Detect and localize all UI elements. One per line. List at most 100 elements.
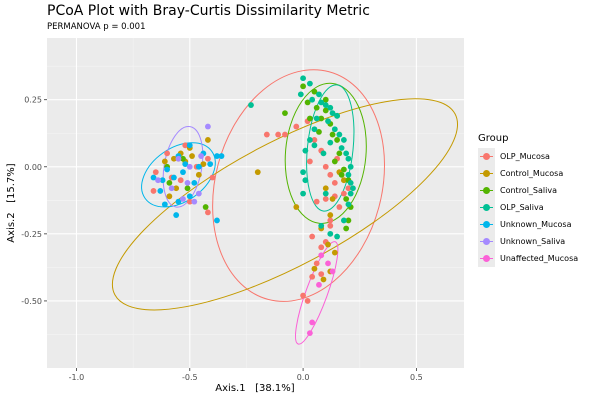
point-olp-mucosa: [263, 131, 270, 138]
point-control-mucosa: [327, 212, 334, 218]
point-olp-mucosa: [336, 204, 343, 210]
legend: Group OLP_Mucosa Control_Mucosa Control_Sa…: [478, 133, 578, 267]
point-olp-saliva: [316, 91, 322, 98]
point-olp-saliva: [318, 222, 325, 229]
point-control-saliva: [180, 155, 186, 162]
point-control-saliva: [331, 158, 338, 165]
point-olp-saliva: [306, 80, 313, 87]
point-olp-saliva: [322, 102, 329, 108]
point-olp-saliva: [329, 110, 336, 117]
point-control-mucosa: [340, 177, 347, 184]
point-control-mucosa: [293, 204, 300, 210]
point-olp-saliva: [343, 150, 350, 157]
point-unknown-mucosa: [207, 161, 214, 167]
point-control-mucosa: [166, 193, 173, 200]
point-olp-saliva: [345, 155, 352, 162]
point-olp-saliva: [347, 190, 354, 197]
point-unknown-mucosa: [157, 188, 164, 194]
point-olp-saliva: [300, 75, 306, 82]
data-points: [150, 75, 356, 337]
point-control-mucosa: [320, 276, 327, 283]
point-olp-mucosa: [182, 142, 189, 149]
point-control-saliva: [343, 196, 350, 202]
legend-key-icon: [478, 182, 495, 199]
legend-key-icon: [478, 233, 495, 250]
point-olp-saliva: [311, 126, 318, 133]
point-olp-saliva: [334, 233, 340, 240]
point-olp-saliva: [302, 177, 309, 184]
point-unknown-saliva: [155, 177, 161, 184]
point-olp-mucosa: [205, 155, 211, 162]
point-olp-mucosa: [309, 233, 316, 240]
point-control-mucosa: [311, 265, 318, 272]
y-axis-title: Axis.2 [15.7%]: [6, 163, 17, 242]
point-olp-saliva: [334, 112, 340, 119]
point-unknown-saliva: [198, 153, 205, 159]
point-control-saliva: [306, 115, 313, 122]
point-olp-mucosa: [177, 177, 184, 184]
point-olp-saliva: [313, 115, 320, 122]
point-control-mucosa: [254, 169, 261, 176]
point-control-mucosa: [189, 153, 195, 159]
legend-label: Unaffected_Mucosa: [500, 254, 579, 263]
point-control-mucosa: [195, 171, 202, 178]
point-control-saliva: [322, 107, 329, 114]
point-olp-saliva: [331, 126, 338, 133]
x-tick-label: 0.0: [297, 373, 310, 382]
point-olp-mucosa: [322, 163, 329, 170]
point-unknown-mucosa: [214, 217, 220, 224]
legend-item-control-mucosa: Control_Mucosa: [478, 165, 578, 182]
point-olp-saliva: [327, 230, 334, 237]
legend-item-olp-saliva: OLP_Saliva: [478, 199, 578, 216]
point-olp-saliva: [350, 185, 356, 192]
point-unknown-mucosa: [150, 174, 157, 181]
point-unknown-saliva: [195, 190, 202, 197]
point-unknown-mucosa: [164, 166, 171, 173]
point-control-saliva: [166, 179, 173, 186]
legend-item-control-saliva: Control_Saliva: [478, 182, 578, 199]
point-unknown-mucosa: [175, 198, 182, 205]
point-olp-saliva: [309, 96, 316, 103]
y-tick-label: 0.25: [24, 96, 42, 105]
ellipse-olp-saliva: [306, 84, 355, 212]
point-olp-mucosa: [275, 131, 282, 138]
point-control-saliva: [311, 88, 318, 95]
point-control-saliva: [282, 110, 288, 117]
point-unknown-mucosa: [186, 193, 193, 200]
confidence-ellipses: [111, 69, 458, 345]
y-tick-label: -0.50: [21, 297, 42, 306]
point-control-mucosa: [325, 241, 331, 248]
chart-title: PCoA Plot with Bray-Curtis Dissimilarity…: [47, 3, 370, 19]
ellipse-control-saliva: [284, 82, 367, 224]
grid-minor: [47, 38, 464, 368]
point-olp-mucosa: [300, 292, 306, 299]
point-olp-mucosa: [164, 150, 171, 157]
point-olp-mucosa: [150, 188, 157, 194]
point-olp-mucosa: [186, 198, 193, 205]
point-olp-saliva: [347, 163, 354, 170]
point-olp-mucosa: [318, 244, 325, 251]
point-control-saliva: [340, 166, 347, 173]
point-unaffected-mucosa: [306, 330, 313, 337]
point-olp-mucosa: [311, 137, 318, 143]
point-unknown-saliva: [175, 155, 182, 162]
point-olp-mucosa: [313, 260, 320, 267]
point-olp-mucosa: [327, 217, 334, 224]
legend-key-icon: [478, 165, 495, 182]
point-control-saliva: [202, 204, 209, 210]
ellipse-olp-mucosa: [212, 69, 385, 302]
point-unaffected-mucosa: [316, 281, 322, 288]
point-unknown-saliva: [184, 179, 191, 186]
point-control-saliva: [343, 225, 350, 232]
legend-items: OLP_Mucosa Control_Mucosa Control_Saliva OL…: [478, 148, 578, 267]
plot-panel: [47, 38, 464, 368]
point-control-saliva: [184, 185, 191, 192]
point-olp-mucosa: [205, 209, 211, 216]
point-unknown-mucosa: [161, 201, 168, 208]
point-control-saliva: [304, 99, 311, 106]
point-unknown-mucosa: [191, 179, 198, 186]
point-olp-saliva: [340, 137, 347, 143]
point-control-saliva: [329, 131, 336, 138]
point-olp-saliva: [345, 201, 352, 208]
